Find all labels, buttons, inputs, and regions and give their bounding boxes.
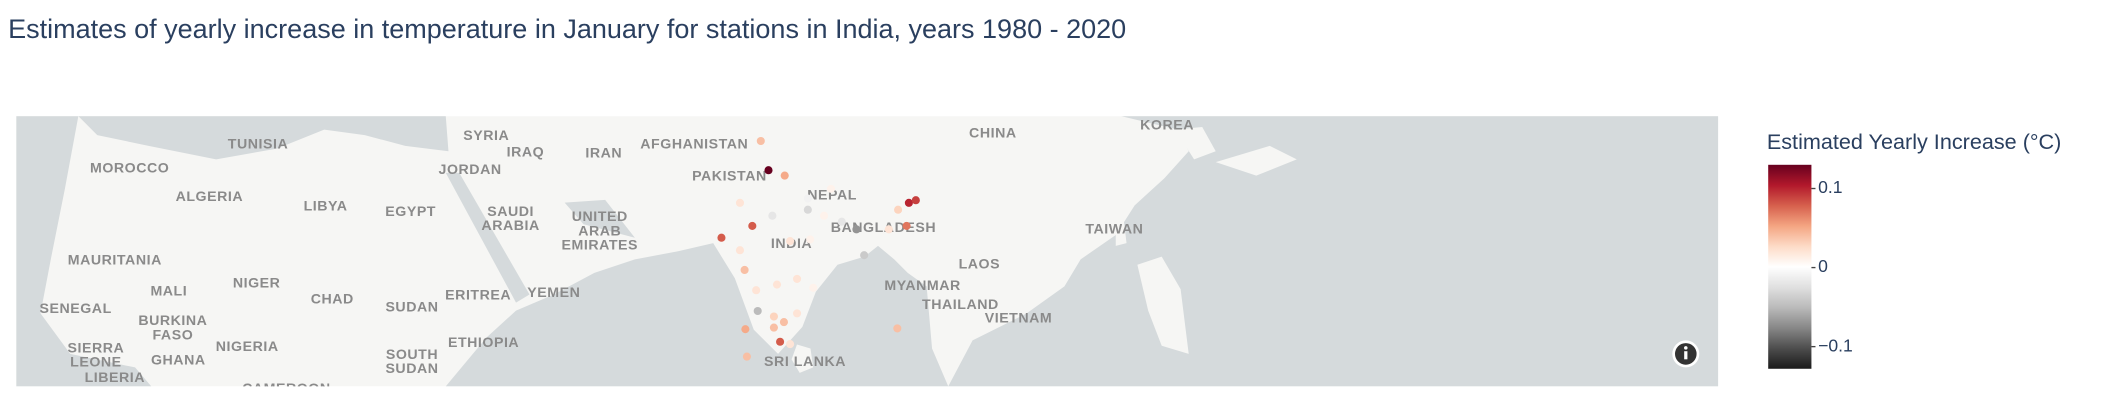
station-marker <box>776 337 785 346</box>
map-label: SYRIA <box>463 128 509 144</box>
map-label: IRAQ <box>507 144 545 160</box>
colorbar-ticks: −0.1 0 0.1 <box>1811 177 1853 355</box>
map-label: JORDAN <box>439 162 502 178</box>
map-label: NIGERIA <box>216 339 279 355</box>
station-marker <box>809 283 818 292</box>
station-marker <box>753 306 762 316</box>
station-marker <box>748 221 757 230</box>
chart-root: Estimates of yearly increase in temperat… <box>8 14 2062 397</box>
station-marker <box>786 237 795 246</box>
map-label: IRAN <box>585 146 622 162</box>
station-marker <box>894 205 903 214</box>
map-label: ALGERIA <box>176 189 244 205</box>
colorbar-tick-label: 0.1 <box>1818 177 1842 197</box>
map-label: SUDAN <box>385 300 438 316</box>
map-label: FASO <box>153 327 194 343</box>
station-marker <box>741 325 750 334</box>
map-label: NEPAL <box>807 188 857 204</box>
map-label: SRI LANKA <box>764 354 846 370</box>
station-marker <box>780 171 789 180</box>
station-marker <box>860 251 869 260</box>
station-marker <box>779 318 788 327</box>
station-marker <box>740 265 749 275</box>
station-marker <box>768 211 777 220</box>
chart-title: Estimates of yearly increase in temperat… <box>8 14 1126 44</box>
map-label: ARAB <box>578 223 621 239</box>
map-label: TAIWAN <box>1085 221 1143 237</box>
station-marker <box>819 211 829 220</box>
station-marker <box>803 194 812 203</box>
map-label: AFGHANISTAN <box>640 136 748 152</box>
station-marker <box>769 312 778 321</box>
map-label: EGYPT <box>385 204 436 220</box>
station-marker <box>803 205 812 214</box>
station-marker <box>792 274 802 283</box>
map-label: VIETNAM <box>985 311 1053 327</box>
station-marker <box>911 196 920 205</box>
map-label: BANGLADESH <box>831 220 936 236</box>
info-glyph-dot <box>1684 346 1688 350</box>
station-marker <box>756 136 765 146</box>
stations <box>717 136 920 361</box>
map-label: SAUDI <box>487 204 534 220</box>
map-label: NIGER <box>233 275 281 291</box>
map-label: UNITED <box>572 209 628 225</box>
map-label: ETHIOPIA <box>448 335 519 351</box>
station-marker <box>884 225 893 234</box>
map-label: MAURITANIA <box>68 252 162 268</box>
map-label: SUDAN <box>385 361 438 377</box>
map-label: YEMEN <box>527 285 580 301</box>
info-glyph <box>1684 351 1688 360</box>
map-label: PAKISTAN <box>692 169 767 185</box>
station-marker <box>764 166 773 175</box>
map-label: GHANA <box>151 352 206 368</box>
station-marker <box>893 324 902 333</box>
station-marker <box>792 309 802 318</box>
map-label: MOROCCO <box>90 161 169 177</box>
map-label: LEONE <box>70 354 122 370</box>
station-marker <box>806 235 815 244</box>
colorbar-title: Estimated Yearly Increase (°C) <box>1767 129 2062 154</box>
map-label: CAMEROON <box>242 381 331 397</box>
map-label: CHAD <box>311 292 354 308</box>
station-marker <box>772 280 782 289</box>
map-label: LAOS <box>959 257 1001 273</box>
map-label: ARABIA <box>481 218 539 234</box>
islands <box>791 126 1297 373</box>
station-marker <box>904 198 913 207</box>
station-marker <box>717 233 726 242</box>
map-label: KOREA <box>1140 117 1194 133</box>
map-label: MALI <box>150 284 187 300</box>
station-marker <box>752 286 761 295</box>
station-marker <box>742 352 751 361</box>
map-label: SENEGAL <box>39 301 111 317</box>
map-label: EMIRATES <box>562 238 639 254</box>
map-label: MYANMAR <box>884 278 960 294</box>
map-label: SIERRA <box>68 340 125 356</box>
map-label: ERITREA <box>445 288 511 304</box>
map-label: LIBYA <box>304 198 348 214</box>
colorbar-tick-label: 0 <box>1818 256 1828 276</box>
map-label: BURKINA <box>138 313 207 329</box>
map-label: SOUTH <box>386 347 438 363</box>
station-marker <box>786 340 795 349</box>
map-label: CHINA <box>969 125 1017 141</box>
station-marker <box>769 323 778 332</box>
station-marker <box>735 198 745 207</box>
ocean <box>16 116 1719 387</box>
map-label: THAILAND <box>922 297 999 313</box>
station-marker <box>837 217 846 226</box>
station-marker <box>826 184 836 193</box>
station-marker <box>852 225 861 234</box>
map-label: TUNISIA <box>228 136 288 152</box>
colorbar-tick-label: −0.1 <box>1818 335 1853 355</box>
map-label: LIBERIA <box>85 370 145 386</box>
station-marker <box>902 221 911 230</box>
station-marker <box>735 246 745 255</box>
colorbar <box>1768 164 1812 369</box>
